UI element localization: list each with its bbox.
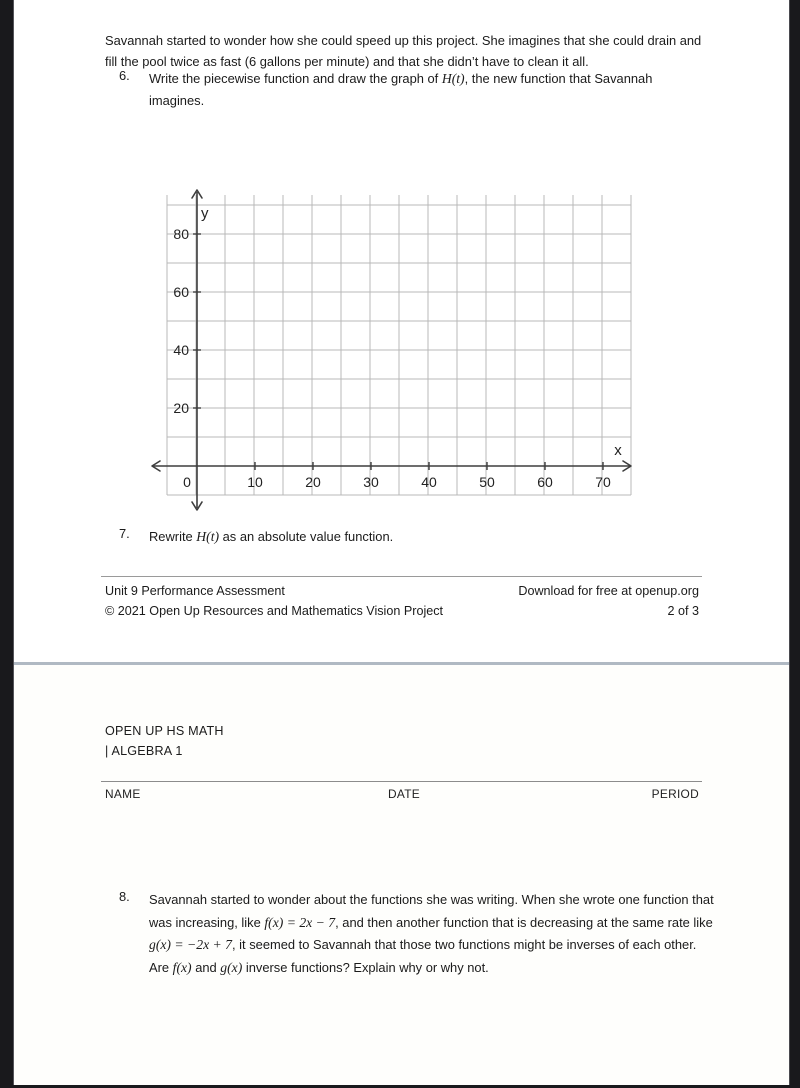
svg-text:60: 60 (537, 474, 553, 490)
pdf-viewport: Savannah started to wonder how she could… (13, 0, 790, 1085)
footer-copyright: © 2021 Open Up Resources and Mathematics… (105, 604, 444, 618)
math-expression-g: g(x) = −2x + 7 (149, 937, 233, 952)
question-8-text: Savannah started to wonder about the fun… (149, 889, 715, 979)
svg-text:10: 10 (247, 474, 263, 490)
svg-text:0: 0 (183, 474, 191, 490)
footer-download-note: Download for free at openup.org (518, 584, 699, 598)
question-7-text: Rewrite H(t) as an absolute value functi… (149, 526, 709, 548)
page-divider (14, 662, 789, 665)
question-7-text-after: as an absolute value function. (219, 529, 394, 544)
question-6-text-after: , the new function that Savannah imagine… (149, 71, 653, 108)
svg-text:x: x (614, 442, 622, 459)
date-label: DATE (388, 787, 421, 801)
math-expression-f-of-x: f(x) (172, 959, 192, 975)
svg-text:y: y (201, 205, 209, 222)
brand-block: OPEN UP HS MATH | ALGEBRA 1 (105, 721, 224, 761)
svg-text:40: 40 (173, 342, 189, 358)
brand-line-2: | ALGEBRA 1 (105, 744, 183, 758)
footer-divider-line (101, 576, 702, 577)
question-8-segment: inverse functions? Explain why or why no… (242, 959, 489, 975)
question-6-number: 6. (119, 68, 130, 83)
worksheet-page-3: OPEN UP HS MATH | ALGEBRA 1 NAME DATE PE… (14, 665, 789, 1085)
math-expression-h-of-t: H(t) (441, 71, 465, 86)
footer-left-block: Unit 9 Performance Assessment © 2021 Ope… (105, 581, 443, 621)
worksheet-page-2: Savannah started to wonder how she could… (14, 0, 789, 662)
question-6-text: Write the piecewise function and draw th… (149, 68, 681, 111)
period-label: PERIOD (651, 787, 699, 801)
footer-unit-title: Unit 9 Performance Assessment (105, 584, 285, 598)
footer-right-block: Download for free at openup.org 2 of 3 (518, 581, 699, 621)
question-8-segment: Savannah started to wonder about the fun… (149, 892, 714, 930)
coordinate-grid: 20 40 60 80 0 10 20 30 40 50 60 70 y x (151, 189, 632, 511)
question-8-segment: , and then another function that is decr… (335, 914, 713, 930)
question-6-text-before: Write the piecewise function and draw th… (149, 71, 442, 86)
svg-text:50: 50 (479, 474, 495, 490)
header-divider-line (101, 781, 702, 782)
svg-text:20: 20 (173, 400, 189, 416)
svg-text:30: 30 (363, 474, 379, 490)
math-expression-h-of-t: H(t) (196, 529, 220, 544)
footer-page-number: 2 of 3 (667, 604, 699, 618)
svg-text:20: 20 (305, 474, 321, 490)
name-label: NAME (105, 787, 141, 801)
intro-paragraph: Savannah started to wonder how she could… (105, 32, 702, 69)
math-expression-f: f(x) = 2x − 7 (264, 914, 336, 930)
math-expression-g-of-x: g(x) (220, 959, 243, 975)
question-7-text-before: Rewrite (149, 529, 197, 544)
svg-text:80: 80 (173, 226, 189, 242)
blank-coordinate-graph: 20 40 60 80 0 10 20 30 40 50 60 70 y x (141, 182, 641, 522)
brand-line-1: OPEN UP HS MATH (105, 724, 224, 738)
svg-text:70: 70 (595, 474, 611, 490)
question-7-number: 7. (119, 526, 130, 541)
question-8-segment: and (191, 959, 221, 975)
question-8-segment: , it seemed to Savannah that those two f… (149, 937, 697, 975)
question-8-number: 8. (119, 889, 130, 904)
svg-text:60: 60 (173, 284, 189, 300)
svg-text:40: 40 (421, 474, 437, 490)
